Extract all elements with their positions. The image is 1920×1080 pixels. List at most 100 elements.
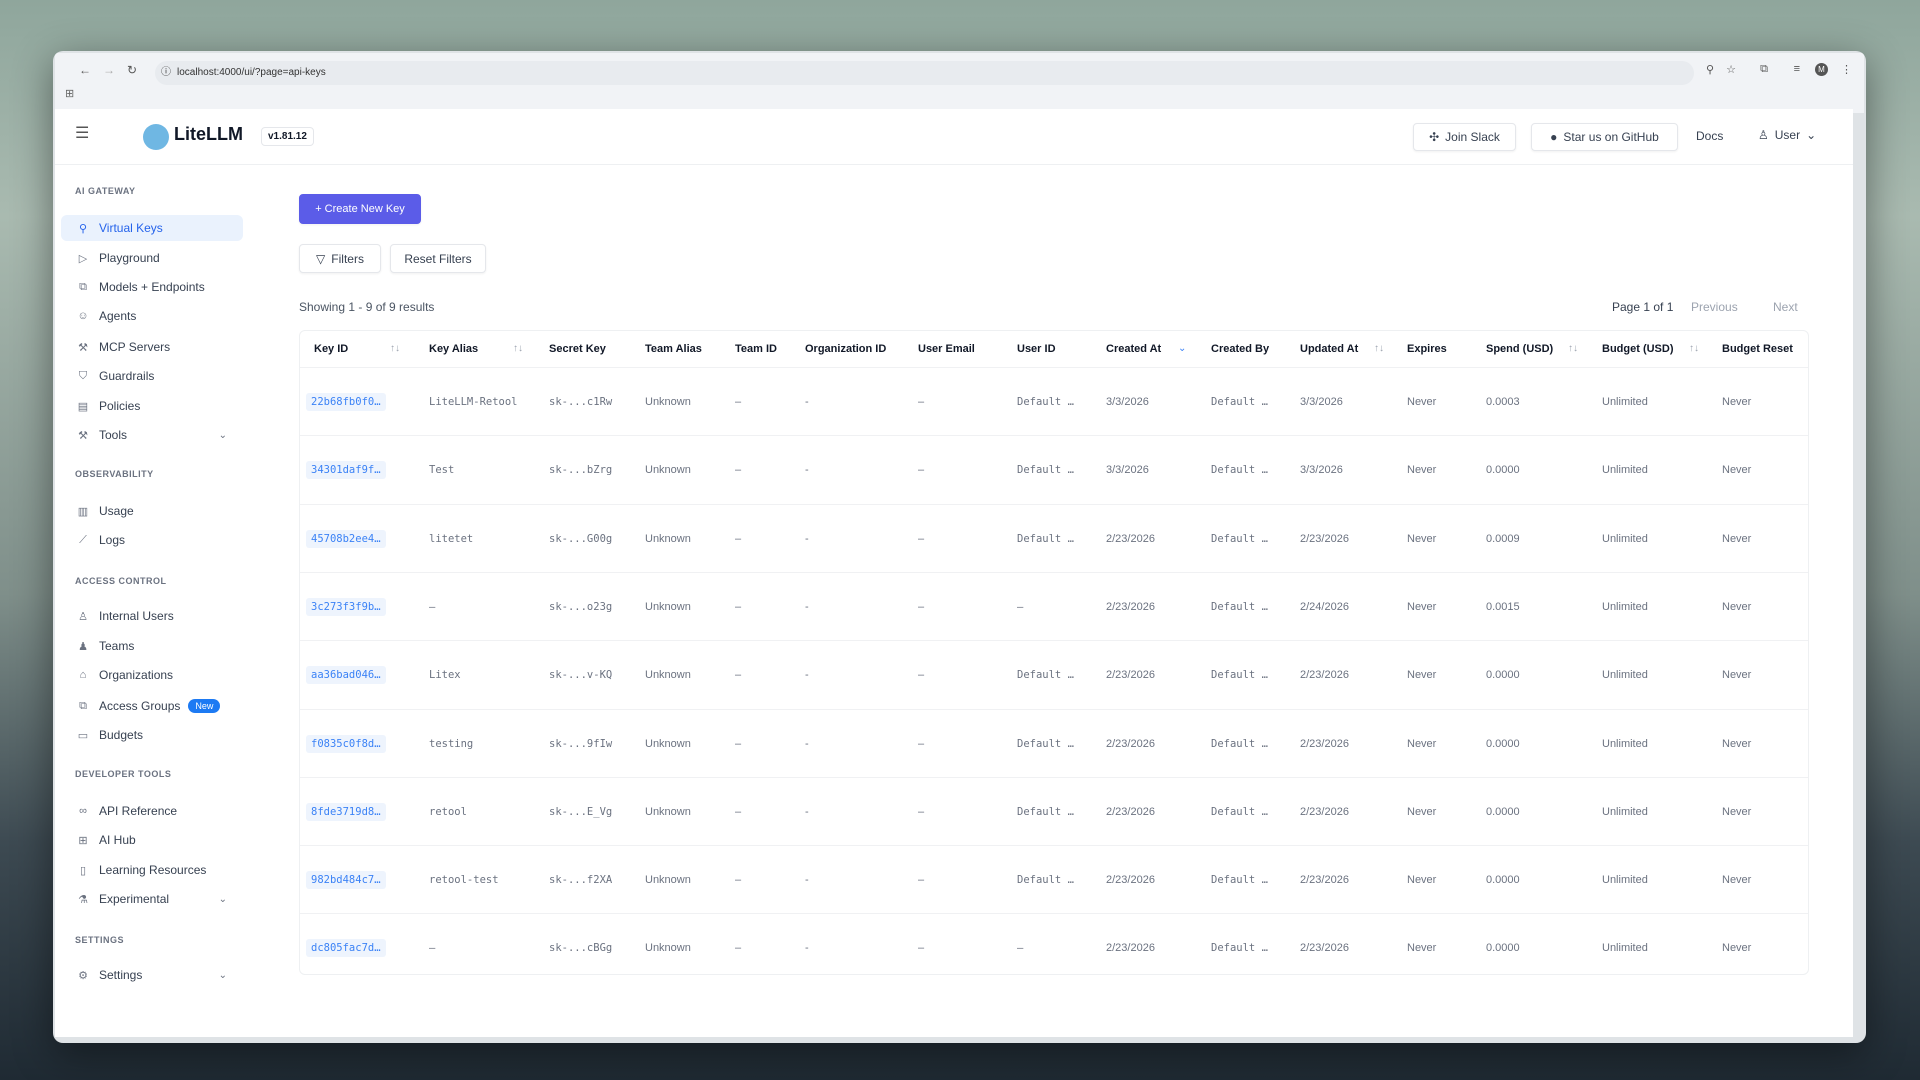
sort-icon[interactable]: ↑↓ bbox=[1568, 343, 1578, 354]
sort-icon[interactable]: ↑↓ bbox=[513, 343, 523, 354]
back-icon[interactable]: ← bbox=[79, 63, 91, 77]
sidebar-item-budgets[interactable]: ▭ Budgets bbox=[61, 722, 243, 748]
docs-link[interactable]: Docs bbox=[1696, 129, 1724, 143]
apps-grid-icon[interactable]: ⊞ bbox=[65, 88, 75, 100]
address-bar[interactable]: ⓘ localhost:4000/ui/?page=api-keys bbox=[155, 61, 1694, 85]
sidebar-item-mcp-servers[interactable]: ⚒ MCP Servers bbox=[61, 334, 243, 360]
sidebar-item-agents[interactable]: ☺ Agents bbox=[61, 303, 243, 329]
key-id-link[interactable]: aa36bad046… bbox=[306, 666, 386, 685]
cell-key-id[interactable]: 34301daf9f… bbox=[306, 436, 386, 504]
sidebar-item-learning-resources[interactable]: ▯ Learning Resources bbox=[61, 857, 243, 883]
filters-button[interactable]: ▽ Filters bbox=[299, 244, 381, 273]
column-header-team-alias[interactable]: Team Alias bbox=[645, 343, 702, 355]
extensions-icon[interactable]: ⧉ bbox=[1760, 63, 1768, 75]
sidebar-item-teams[interactable]: ♟ Teams bbox=[61, 633, 243, 659]
column-header-key-id[interactable]: Key ID bbox=[314, 343, 349, 355]
sort-icon[interactable]: ↑↓ bbox=[1689, 343, 1699, 354]
next-button[interactable]: Next bbox=[1773, 300, 1798, 314]
table-row[interactable]: 34301daf9f… Test sk-...bZrg Unknown – - – Defau… bbox=[300, 435, 1808, 503]
sidebar-item-logs[interactable]: ⟋ Logs bbox=[61, 527, 243, 553]
column-header-spend[interactable]: Spend (USD) bbox=[1486, 343, 1554, 355]
cell-key-id[interactable]: 45708b2ee4… bbox=[306, 505, 386, 573]
cell-key-alias: retool bbox=[429, 778, 467, 846]
sidebar-item-access-groups[interactable]: ⧉ Access Groups New bbox=[61, 693, 243, 719]
sidebar-item-playground[interactable]: ▷ Playground bbox=[61, 245, 243, 271]
sidebar-item-organizations[interactable]: ⌂ Organizations bbox=[61, 662, 243, 688]
column-header-organization-id[interactable]: Organization ID bbox=[805, 343, 887, 355]
table-row[interactable]: 22b68fb0f0… LiteLLM-Retool sk-...c1Rw Unkno… bbox=[300, 367, 1808, 435]
column-header-budget[interactable]: Budget (USD) bbox=[1602, 343, 1674, 355]
table-row[interactable]: 982bd484c7… retool-test sk-...f2XA Unknown –… bbox=[300, 845, 1808, 913]
sidebar-item-policies[interactable]: ▤ Policies bbox=[61, 393, 243, 419]
previous-button[interactable]: Previous bbox=[1691, 300, 1738, 314]
sidebar-item-guardrails[interactable]: ⛉ Guardrails bbox=[61, 363, 243, 389]
sidebar-item-internal-users[interactable]: ♙ Internal Users bbox=[61, 603, 243, 629]
sidebar-item-usage[interactable]: ▥ Usage bbox=[61, 498, 243, 524]
sidebar-item-ai-hub[interactable]: ⊞ AI Hub bbox=[61, 827, 243, 853]
join-slack-button[interactable]: ✣ Join Slack bbox=[1413, 123, 1516, 151]
column-header-updated-at[interactable]: Updated At bbox=[1300, 343, 1359, 355]
cell-value: 3/3/2026 bbox=[1106, 464, 1149, 477]
create-new-key-button[interactable]: + Create New Key bbox=[299, 194, 421, 224]
reset-filters-button[interactable]: Reset Filters bbox=[390, 244, 486, 273]
chevron-down-icon: ⌄ bbox=[218, 429, 227, 441]
user-icon: ♙ bbox=[1758, 128, 1769, 142]
column-header-secret-key[interactable]: Secret Key bbox=[549, 343, 606, 355]
key-id-link[interactable]: 22b68fb0f0… bbox=[306, 393, 386, 411]
column-header-budget-reset[interactable]: Budget Reset bbox=[1722, 343, 1793, 355]
key-id-link[interactable]: 34301daf9f… bbox=[306, 461, 386, 480]
cell-key-id[interactable]: aa36bad046… bbox=[306, 641, 386, 709]
key-id-link[interactable]: 3c273f3f9b… bbox=[306, 597, 386, 616]
column-header-user-email[interactable]: User Email bbox=[918, 343, 975, 355]
column-header-user-id[interactable]: User ID bbox=[1017, 343, 1056, 355]
table-row[interactable]: 8fde3719d8… retool sk-...E_Vg Unknown – - – Def… bbox=[300, 776, 1808, 846]
key-id-link[interactable]: 8fde3719d8… bbox=[306, 802, 386, 821]
sidebar-item-settings[interactable]: ⚙ Settings ⌄ bbox=[61, 962, 243, 988]
key-id-link[interactable]: 45708b2ee4… bbox=[306, 529, 386, 548]
sidebar-item-models-endpoints[interactable]: ⧉ Models + Endpoints bbox=[61, 274, 243, 300]
cell-key-id[interactable]: dc805fac7d… bbox=[306, 914, 386, 982]
zoom-icon[interactable]: ⚲ bbox=[1705, 64, 1714, 76]
key-id-link[interactable]: f0835c0f8d… bbox=[306, 734, 386, 753]
reload-icon[interactable]: ↻ bbox=[127, 63, 138, 77]
cell-value: sk-...c1Rw bbox=[549, 396, 613, 408]
column-header-expires[interactable]: Expires bbox=[1407, 343, 1447, 355]
sort-icon[interactable]: ↑↓ bbox=[390, 343, 400, 354]
table-row[interactable]: 45708b2ee4… litetet sk-...G00g Unknown – - – De… bbox=[300, 503, 1808, 573]
media-icon[interactable]: ≡ bbox=[1793, 63, 1800, 75]
cell-key-id[interactable]: 3c273f3f9b… bbox=[306, 573, 386, 641]
sidebar-item-api-reference[interactable]: ∞ API Reference bbox=[61, 798, 243, 824]
sidebar-item-virtual-keys[interactable]: ⚲ Virtual Keys bbox=[61, 215, 243, 241]
menu-kebab-icon[interactable]: ⋮ bbox=[1841, 64, 1852, 76]
column-header-created-at[interactable]: Created At bbox=[1106, 343, 1162, 355]
sort-icon[interactable]: ↑↓ bbox=[1374, 343, 1384, 354]
key-id-link[interactable]: 982bd484c7… bbox=[306, 871, 386, 890]
bookmark-star-icon[interactable]: ☆ bbox=[1726, 64, 1736, 76]
user-menu[interactable]: ♙ User ⌄ bbox=[1758, 128, 1816, 142]
forward-icon[interactable]: → bbox=[103, 63, 115, 77]
table-row[interactable]: aa36bad046… Litex sk-...v-KQ Unknown – - – Defa… bbox=[300, 640, 1808, 708]
profile-avatar[interactable]: M bbox=[1815, 63, 1828, 76]
sidebar-item-experimental[interactable]: ⚗ Experimental ⌄ bbox=[61, 886, 243, 912]
site-info-icon[interactable]: ⓘ bbox=[161, 67, 171, 78]
cell-created-by: Default … bbox=[1211, 436, 1268, 504]
cell-value: 2/24/2026 bbox=[1300, 600, 1349, 613]
column-header-created-by[interactable]: Created By bbox=[1211, 343, 1270, 355]
table-row[interactable]: dc805fac7d… – sk-...cBGg Unknown – - – – 2/23/20… bbox=[300, 913, 1808, 981]
sidebar-item-tools[interactable]: ⚒ Tools ⌄ bbox=[61, 422, 243, 448]
table-row[interactable]: f0835c0f8d… testing sk-...9fIw Unknown – - – De… bbox=[300, 708, 1808, 778]
sort-desc-icon[interactable]: ⌄ bbox=[1178, 343, 1187, 354]
column-header-team-id[interactable]: Team ID bbox=[735, 343, 777, 355]
cell-key-id[interactable]: 8fde3719d8… bbox=[306, 778, 386, 846]
cell-key-id[interactable]: 982bd484c7… bbox=[306, 846, 386, 914]
column-header-key-alias[interactable]: Key Alias bbox=[429, 343, 479, 355]
github-button[interactable]: ● Star us on GitHub bbox=[1531, 123, 1678, 151]
cell-key-id[interactable]: 22b68fb0f0… bbox=[306, 368, 386, 436]
cell-updated-at: 2/23/2026 bbox=[1300, 914, 1349, 982]
table-row[interactable]: 3c273f3f9b… – sk-...o23g Unknown – - – – 2/23/20… bbox=[300, 571, 1808, 641]
cell-value: Unlimited bbox=[1602, 669, 1648, 682]
cell-spend: 0.0000 bbox=[1486, 778, 1520, 846]
sidebar-toggle-icon[interactable]: ☰ bbox=[75, 125, 90, 142]
cell-key-id[interactable]: f0835c0f8d… bbox=[306, 710, 386, 778]
key-id-link[interactable]: dc805fac7d… bbox=[306, 939, 386, 958]
